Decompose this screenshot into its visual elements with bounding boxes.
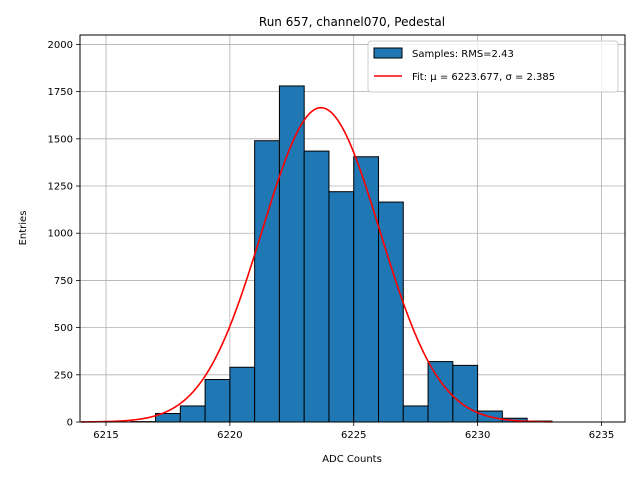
legend-samples-label: Samples: RMS=2.43 bbox=[412, 49, 514, 60]
y-tick-label: 2000 bbox=[48, 40, 73, 51]
histogram-bar bbox=[229, 366, 256, 423]
y-tick-label: 1500 bbox=[48, 134, 73, 145]
histogram-bar bbox=[328, 191, 355, 423]
histogram-bars bbox=[130, 85, 553, 423]
y-tick-label: 1750 bbox=[48, 87, 73, 98]
legend-fit-label: Fit: μ = 6223.677, σ = 2.385 bbox=[412, 72, 555, 83]
histogram-bar bbox=[452, 364, 479, 423]
y-axis-label: Entries bbox=[18, 211, 29, 246]
y-tick-label: 250 bbox=[54, 370, 73, 381]
x-tick-label: 6230 bbox=[465, 430, 490, 441]
y-axis-ticks: 0 250 500 750 1000 1250 1500 1750 2000 bbox=[48, 40, 80, 429]
histogram-bar bbox=[303, 150, 330, 423]
histogram-bar bbox=[254, 140, 280, 423]
x-tick-label: 6235 bbox=[589, 430, 614, 441]
histogram-bar bbox=[179, 405, 206, 423]
x-tick-label: 6225 bbox=[341, 430, 366, 441]
y-tick-label: 750 bbox=[54, 276, 73, 287]
fit-curve-group bbox=[81, 106, 552, 423]
x-tick-label: 6215 bbox=[93, 430, 118, 441]
y-tick-label: 1000 bbox=[48, 229, 73, 240]
histogram-bar bbox=[278, 85, 305, 423]
legend-samples-swatch bbox=[373, 47, 403, 59]
legend: Samples: RMS=2.43 Fit: μ = 6223.677, σ =… bbox=[367, 40, 619, 93]
plot-frame bbox=[79, 34, 626, 423]
chart-title: Run 657, channel070, Pedestal bbox=[259, 15, 445, 29]
x-axis-label: ADC Counts bbox=[322, 454, 382, 465]
y-tick-label: 0 bbox=[67, 418, 73, 429]
histogram-bar bbox=[402, 405, 429, 423]
histogram-bar bbox=[204, 379, 231, 423]
legend-box bbox=[367, 40, 619, 93]
x-axis-ticks: 6215 6220 6225 6230 6235 bbox=[93, 422, 614, 441]
fit-curve bbox=[81, 106, 552, 423]
y-tick-label: 500 bbox=[54, 323, 73, 334]
x-tick-label: 6220 bbox=[217, 430, 242, 441]
histogram-bar bbox=[378, 201, 404, 423]
histogram-bar bbox=[353, 156, 380, 423]
y-tick-label: 1250 bbox=[48, 182, 73, 193]
